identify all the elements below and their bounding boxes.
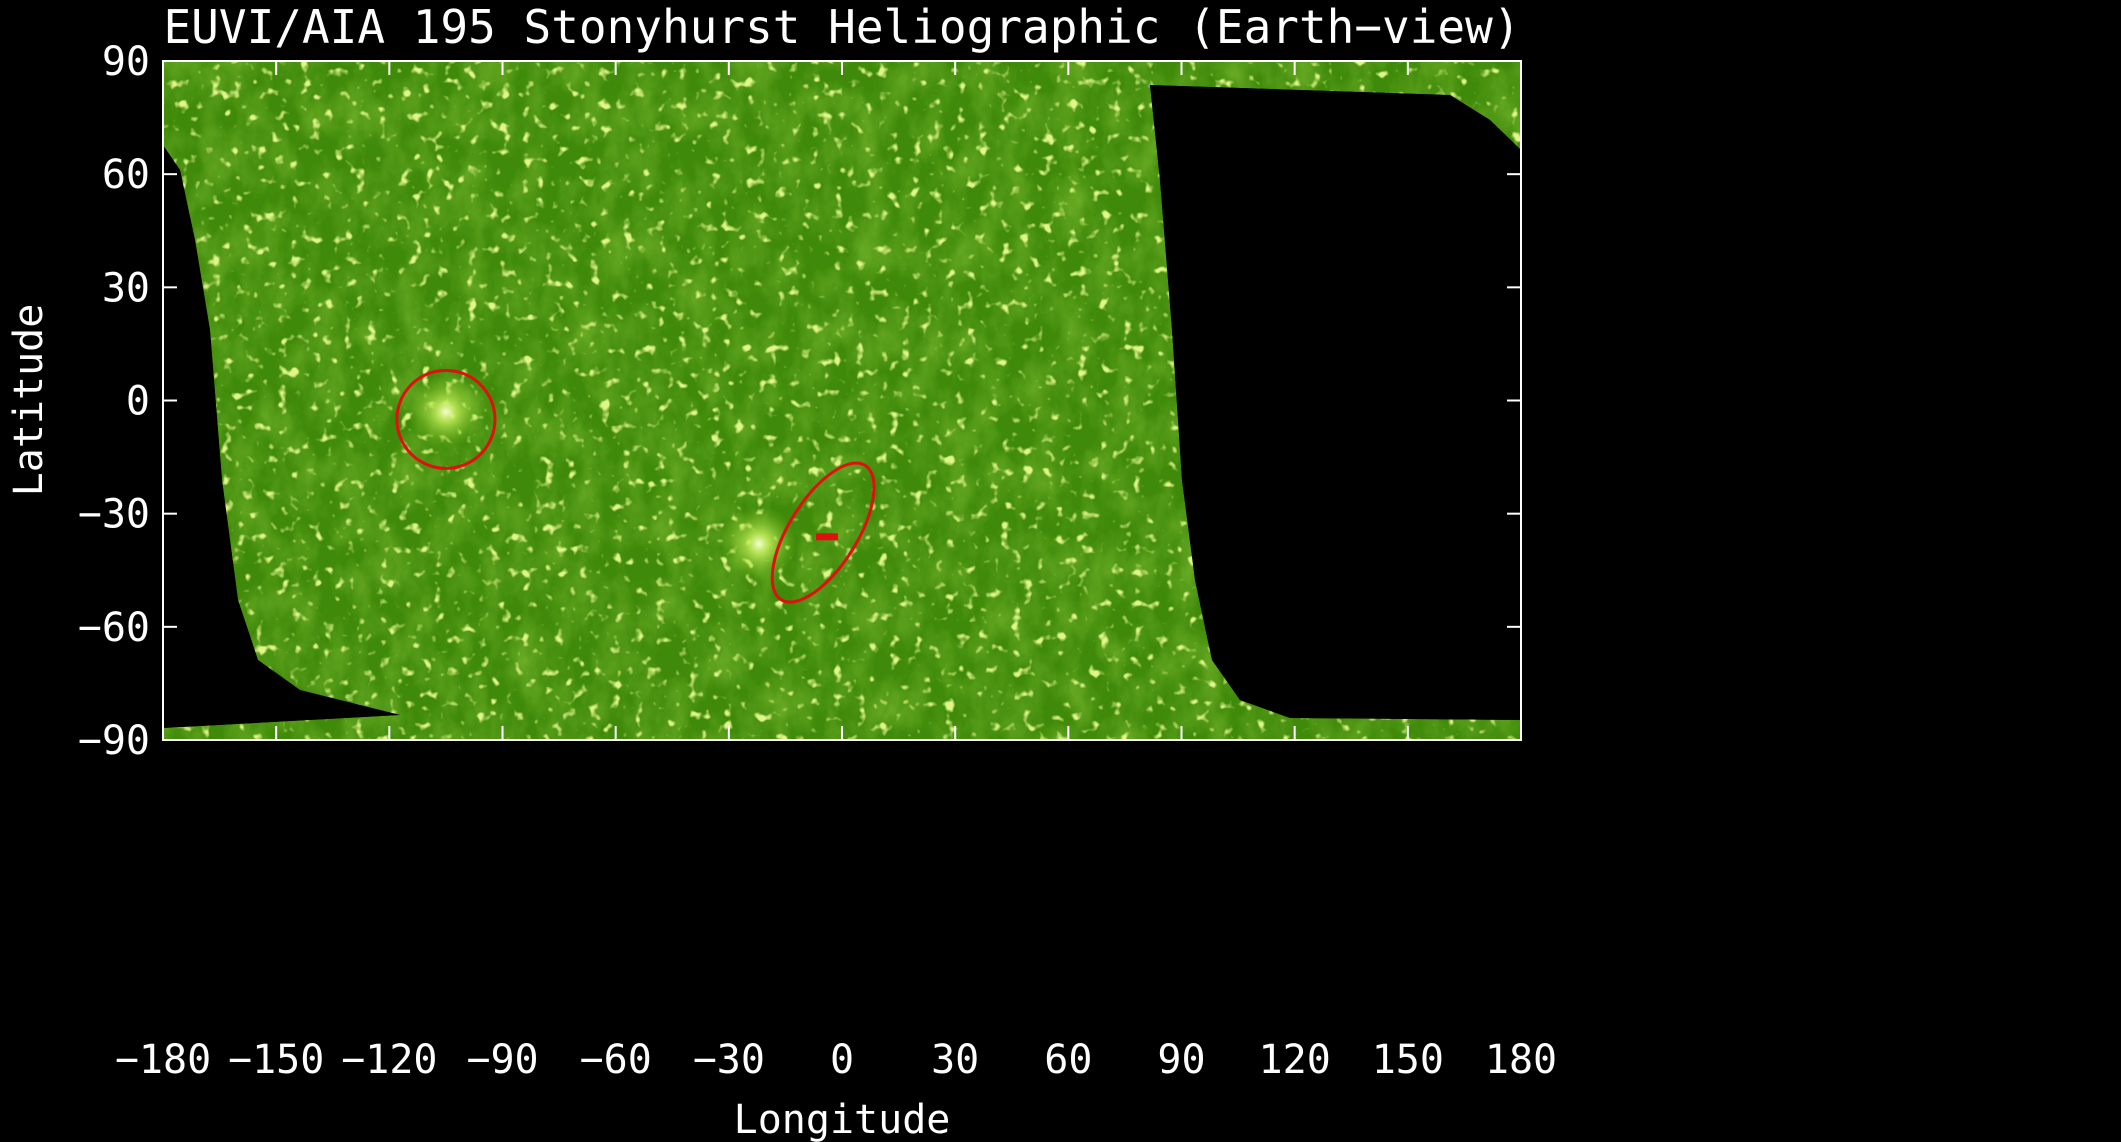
x-tick-label: −90 [466,1037,538,1083]
y-tick-label: 30 [102,265,150,311]
y-tick-label: 60 [102,152,150,198]
x-tick-label: −30 [693,1037,765,1083]
y-tick-label: −60 [78,605,150,651]
x-tick-label: 150 [1372,1037,1444,1083]
x-tick-label: 30 [931,1037,979,1083]
x-tick-label: 0 [830,1037,854,1083]
x-tick-label: −60 [580,1037,652,1083]
solar-map-image [163,61,1521,740]
active-region-glow [407,373,484,450]
region-circle-annotation [395,368,497,470]
x-tick-label: −180 [115,1037,211,1083]
x-tick-label: 60 [1044,1037,1092,1083]
x-tick-label: 120 [1259,1037,1331,1083]
map-bright-points [163,61,1521,740]
source-position-marker [815,533,838,541]
y-axis-label: Latitude [6,304,52,497]
active-region-glow [721,505,798,582]
x-axis-label: Longitude [734,1097,951,1142]
y-tick-label: −30 [78,492,150,538]
x-tick-label: 180 [1485,1037,1557,1083]
figure-title: EUVI/AIA 195 Stonyhurst Heliographic (Ea… [163,0,1520,54]
active-regions [407,373,798,582]
y-tick-label: 90 [102,39,150,85]
x-tick-label: 90 [1157,1037,1205,1083]
axis-ticks: −180 −150 −120 −90 −60 −30 0 30 60 90 120 150 180 90 6… [78,39,1557,1083]
y-tick-label: −90 [78,718,150,764]
x-tick-label: −150 [228,1037,324,1083]
region-ellipse-annotation [770,461,876,604]
y-tick-label: 0 [126,379,150,425]
x-tick-label: −120 [341,1037,437,1083]
